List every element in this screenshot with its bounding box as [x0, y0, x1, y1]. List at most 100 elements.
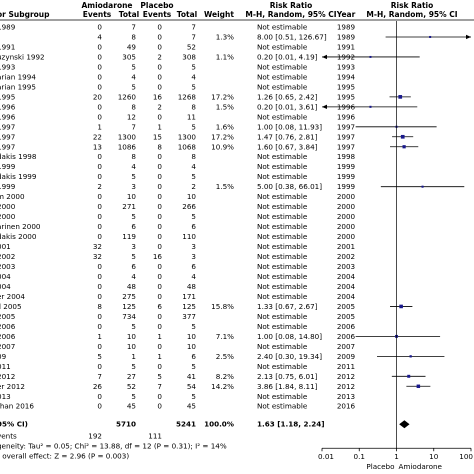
- study-row: er 2004 0 275 0 171 Not estimable 2004: [0, 292, 356, 301]
- total-2: 1068: [178, 142, 197, 151]
- events-2: 0: [157, 312, 162, 321]
- study-row: 09 5 1 1 6 2.5% 2.40 [0.30, 19.34] 2009: [0, 352, 445, 361]
- year: 1998: [337, 152, 356, 161]
- study-column-header: or Subgroup: [0, 10, 50, 19]
- year: 1999: [337, 162, 356, 171]
- year: 1996: [337, 112, 356, 121]
- study-row: arinen 2000 0 6 0 6 Not estimable 2000: [0, 222, 356, 231]
- total-1: 8: [131, 102, 136, 111]
- weight: 1.6%: [216, 122, 234, 131]
- events-1: 0: [97, 42, 102, 51]
- study-name: 004: [0, 282, 11, 291]
- events-1: 20: [93, 92, 103, 101]
- events-2: 0: [157, 362, 162, 371]
- events-2: 0: [157, 222, 162, 231]
- study-estimate-marker: [429, 35, 432, 38]
- pooled-estimate-diamond: [399, 420, 410, 429]
- events-2: 0: [157, 82, 162, 91]
- risk-ratio-text: 1.60 [0.67, 3.84]: [257, 142, 318, 151]
- study-row: er 2012 26 52 7 54 14.2% 3.86 [1.84, 8.11] 2012: [0, 382, 431, 391]
- rr-column-title: Risk Ratio: [270, 1, 313, 10]
- year: 1995: [337, 92, 355, 101]
- events-1: 0: [97, 62, 102, 71]
- year: 2000: [337, 222, 356, 231]
- events-1: 0: [97, 322, 102, 331]
- events-1: 22: [93, 132, 102, 141]
- events-1: 0: [97, 342, 102, 351]
- study-row: 1999 0 4 0 4 Not estimable 1999: [0, 162, 356, 171]
- events-2: 5: [157, 372, 162, 381]
- study-estimate-marker: [409, 355, 412, 358]
- events-2: 7: [157, 382, 162, 391]
- events-1: 26: [93, 382, 103, 391]
- study-name: er 2004: [0, 292, 25, 301]
- weight: 1.5%: [216, 102, 234, 111]
- total-2: 45: [187, 402, 196, 411]
- weight: 17.2%: [211, 132, 234, 141]
- study-row: 2003 0 6 0 6 Not estimable 2003: [0, 262, 355, 271]
- events-1: 32: [93, 242, 102, 251]
- total-2: 7: [191, 23, 196, 32]
- study-row: 1996 0 12 0 11 Not estimable 1996: [0, 112, 356, 121]
- weight: 7.1%: [216, 332, 234, 341]
- study-estimate-marker: [402, 145, 406, 149]
- total-1: 5: [131, 392, 136, 401]
- study-row: 2000 0 5 0 5 Not estimable 2000: [0, 212, 356, 221]
- pooled-risk-ratio-text: 1.63 [1.18, 2.24]: [257, 420, 325, 429]
- total-row: 95% CI) 5710 5241 100.0% 1.63 [1.18, 2.24]: [0, 420, 410, 429]
- events-1: 0: [97, 262, 102, 271]
- study-name: m 2000: [0, 192, 25, 201]
- total-1: 10: [127, 342, 137, 351]
- total-1: 3: [131, 182, 136, 191]
- study-estimate-marker: [407, 374, 411, 378]
- events-1: 0: [97, 112, 102, 121]
- total-1: 5: [131, 362, 136, 371]
- events-2: 0: [157, 42, 162, 51]
- study-row: 1993 0 5 0 5 Not estimable 1993: [0, 62, 355, 71]
- total-1: 5: [131, 252, 136, 261]
- events-2: 0: [157, 152, 162, 161]
- study-name: dakis 1999: [0, 172, 37, 181]
- forest-axis: 0.01 0.1 1 10 100 Placebo Amiodarone: [318, 21, 473, 471]
- events-1: 0: [97, 402, 102, 411]
- risk-ratio-text: Not estimable: [257, 312, 308, 321]
- risk-ratio-text: Not estimable: [257, 202, 308, 211]
- study-name: 1997: [0, 122, 15, 131]
- study-name: 1996: [0, 112, 16, 121]
- total-2: 110: [182, 232, 196, 241]
- total-events-row: vents 192 111: [0, 432, 162, 441]
- risk-ratio-text: 1.47 [0.76, 2.81]: [257, 132, 318, 141]
- study-row: 1991 0 49 0 52 Not estimable 1991: [0, 42, 355, 51]
- risk-ratio-text: 8.00 [0.51, 126.67]: [257, 32, 327, 41]
- events-1: 8: [97, 302, 102, 311]
- study-name: uzynski 1992: [0, 52, 45, 61]
- events-1: 0: [97, 312, 102, 321]
- risk-ratio-text: 1.33 [0.67, 2.67]: [257, 302, 318, 311]
- total-events-2: 111: [148, 432, 162, 441]
- events-2: 0: [157, 192, 162, 201]
- total-2: 6: [191, 352, 196, 361]
- events-2: 16: [153, 252, 163, 261]
- events-2: 0: [157, 402, 162, 411]
- study-row: arian 1994 0 4 0 4 Not estimable 1994: [0, 72, 356, 81]
- study-row: 001 32 3 0 3 Not estimable 2001: [0, 242, 355, 251]
- study-row: 2000 0 271 0 266 Not estimable 2000: [0, 202, 356, 211]
- study-row: 013 0 5 0 5 Not estimable 2013: [0, 392, 355, 401]
- events-1: 0: [97, 292, 102, 301]
- ci-arrow-right-icon: [466, 34, 471, 40]
- events-2: 2: [157, 102, 162, 111]
- total-1: 275: [122, 292, 136, 301]
- total-2: 7: [191, 32, 196, 41]
- total-2: 4: [191, 162, 196, 171]
- study-name: dakis 2000: [0, 232, 37, 241]
- study-name: 004: [0, 272, 11, 281]
- total-2: 10: [187, 342, 197, 351]
- risk-ratio-text: 0.20 [0.01, 4.19]: [257, 52, 318, 61]
- total-1-header: Total: [119, 10, 140, 19]
- events-2-header: Events: [143, 10, 172, 19]
- events-1: 32: [93, 252, 102, 261]
- ci-arrow-left-icon: [322, 54, 327, 60]
- events-1: 13: [93, 142, 102, 151]
- study-name: 1999: [0, 182, 16, 191]
- risk-ratio-text: Not estimable: [257, 272, 308, 281]
